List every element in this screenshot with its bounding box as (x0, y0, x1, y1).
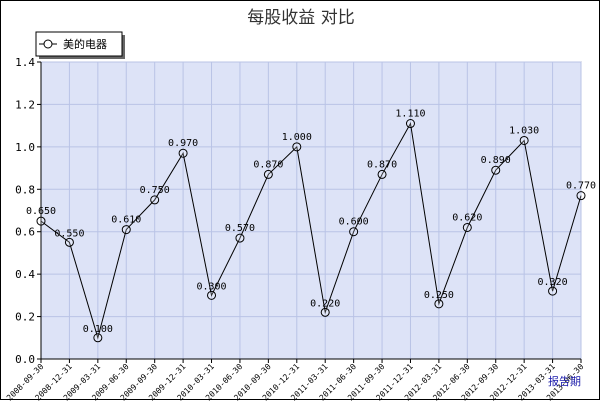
legend: 美的电器 (35, 31, 125, 59)
y-tick-label: 0.4 (15, 268, 35, 281)
data-label: 0.750 (140, 185, 170, 196)
axes (37, 61, 582, 363)
data-point (576, 191, 586, 201)
data-point (235, 233, 245, 243)
data-point (292, 142, 302, 152)
data-label: 0.970 (168, 138, 198, 149)
data-labels: 0.650 0.550 0.100 0.610 0.750 0.970 0.300 0.570… (26, 109, 596, 335)
y-tick-label: 0.6 (15, 226, 35, 239)
data-label: 0.600 (339, 217, 369, 228)
data-label: 1.110 (395, 109, 425, 120)
data-point (462, 222, 472, 232)
data-label: 0.870 (253, 159, 283, 170)
data-point (434, 299, 444, 309)
y-tick-label: 1.2 (15, 98, 35, 111)
data-label: 0.220 (310, 298, 340, 309)
data-label: 1.000 (282, 132, 312, 143)
chart-title: 每股收益 对比 (247, 8, 354, 28)
data-label: 0.650 (26, 206, 56, 217)
data-point (36, 216, 46, 226)
data-point (93, 333, 103, 343)
y-tick-label: 1.4 (15, 56, 35, 69)
y-tick-label: 0.8 (15, 183, 35, 196)
y-axis-ticks: 0.0 0.2 0.4 0.6 0.8 1.0 1.2 1.4 (15, 56, 35, 366)
data-point (150, 195, 160, 205)
data-point (548, 286, 558, 296)
series-eps (36, 119, 586, 343)
x-axis-ticks: 2008-09-302008-12-312009-03-312009-06-30… (5, 362, 586, 401)
y-tick-label: 0.2 (15, 311, 35, 324)
data-label: 0.770 (566, 181, 596, 192)
data-point (377, 169, 387, 179)
y-tick-label: 1.0 (15, 141, 35, 154)
legend-marker-icon (43, 39, 53, 49)
data-point (519, 135, 529, 145)
data-point (263, 169, 273, 179)
data-point (349, 227, 359, 237)
legend-label: 美的电器 (63, 37, 107, 51)
data-label: 0.250 (424, 290, 454, 301)
data-point (121, 225, 131, 235)
y-tick-label: 0.0 (15, 353, 35, 366)
data-point (491, 165, 501, 175)
data-label: 0.620 (452, 212, 482, 223)
data-label: 0.570 (225, 223, 255, 234)
data-point (405, 119, 415, 129)
data-label: 0.100 (83, 324, 113, 335)
data-point (207, 290, 217, 300)
data-label: 0.610 (111, 215, 141, 226)
data-label: 0.870 (367, 159, 397, 170)
data-point (320, 307, 330, 317)
data-point (64, 237, 74, 247)
data-point (178, 148, 188, 158)
data-label: 1.030 (509, 125, 539, 136)
data-label: 0.890 (481, 155, 511, 166)
data-label: 0.550 (54, 228, 84, 239)
data-label: 0.320 (538, 277, 568, 288)
x-axis-label: 报告期 (548, 374, 581, 388)
plot-area (40, 61, 582, 360)
grid-lines (40, 61, 582, 360)
data-label: 0.300 (196, 281, 226, 292)
series-line (40, 122, 582, 340)
